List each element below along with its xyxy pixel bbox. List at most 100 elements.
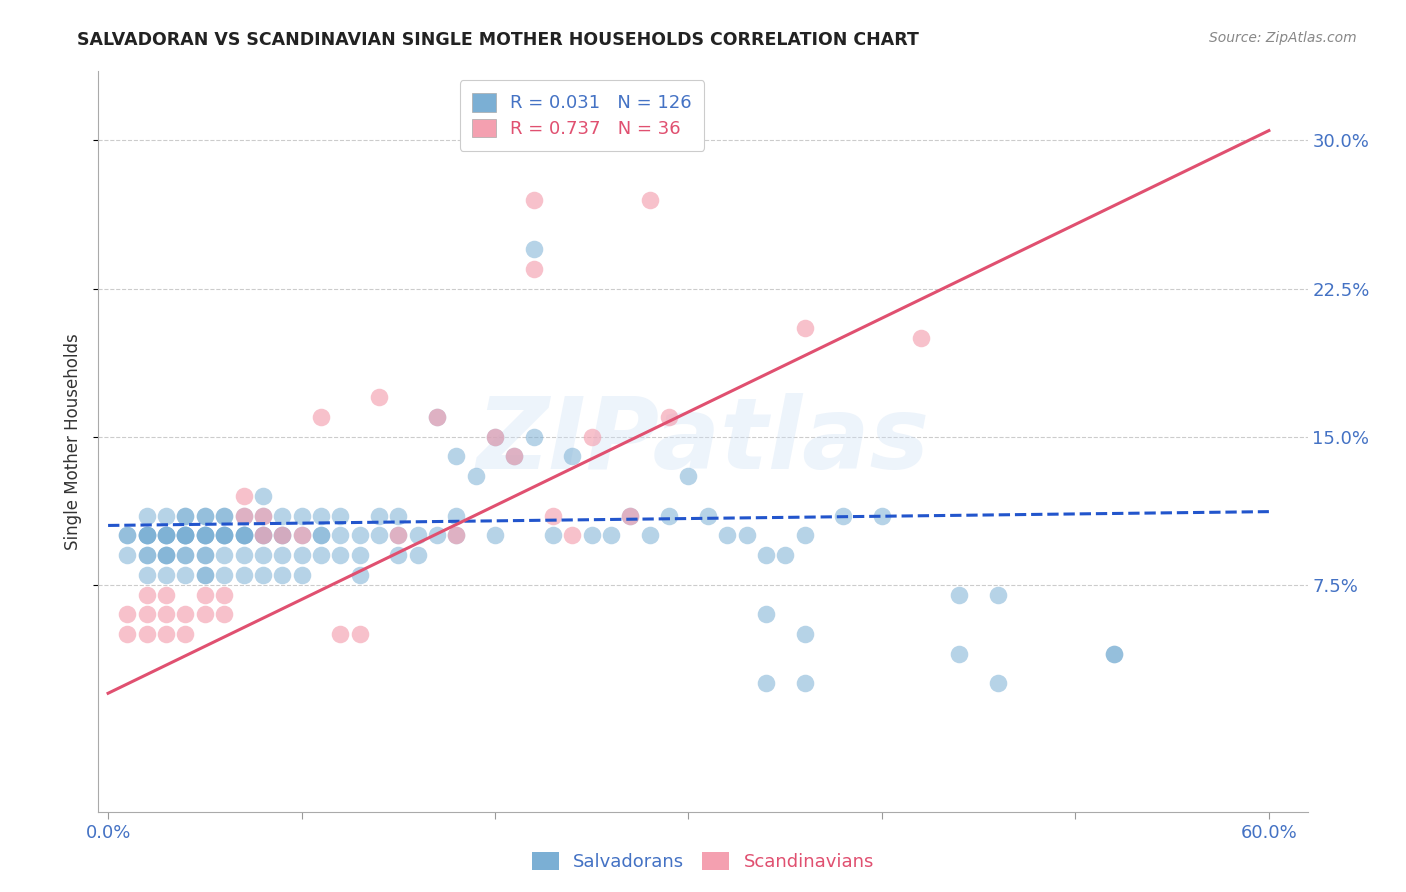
- Point: [174, 508, 197, 523]
- Point: [309, 528, 332, 542]
- Point: [212, 508, 235, 523]
- Point: [755, 548, 778, 562]
- Point: [155, 607, 177, 622]
- Point: [174, 607, 197, 622]
- Point: [174, 508, 197, 523]
- Point: [329, 508, 352, 523]
- Point: [329, 528, 352, 542]
- Point: [135, 508, 157, 523]
- Point: [406, 548, 429, 562]
- Point: [252, 508, 274, 523]
- Point: [174, 528, 197, 542]
- Point: [155, 528, 177, 542]
- Point: [309, 409, 332, 424]
- Point: [658, 508, 681, 523]
- Point: [135, 607, 157, 622]
- Point: [484, 429, 506, 443]
- Point: [194, 548, 217, 562]
- Point: [600, 528, 623, 542]
- Point: [678, 469, 700, 483]
- Point: [194, 567, 217, 582]
- Point: [271, 508, 294, 523]
- Point: [387, 508, 409, 523]
- Point: [406, 528, 429, 542]
- Point: [155, 588, 177, 602]
- Point: [349, 548, 371, 562]
- Point: [309, 528, 332, 542]
- Point: [446, 508, 468, 523]
- Point: [155, 528, 177, 542]
- Point: [446, 528, 468, 542]
- Point: [135, 588, 157, 602]
- Point: [212, 528, 235, 542]
- Point: [212, 588, 235, 602]
- Point: [987, 676, 1010, 690]
- Point: [232, 528, 254, 542]
- Point: [426, 409, 449, 424]
- Point: [309, 548, 332, 562]
- Point: [252, 489, 274, 503]
- Point: [581, 429, 603, 443]
- Point: [271, 528, 294, 542]
- Point: [155, 567, 177, 582]
- Point: [290, 528, 312, 542]
- Point: [716, 528, 738, 542]
- Point: [252, 567, 274, 582]
- Point: [252, 528, 274, 542]
- Point: [252, 548, 274, 562]
- Point: [232, 548, 254, 562]
- Point: [135, 528, 157, 542]
- Point: [349, 528, 371, 542]
- Point: [117, 548, 139, 562]
- Point: [174, 528, 197, 542]
- Point: [446, 528, 468, 542]
- Point: [174, 627, 197, 641]
- Point: [174, 528, 197, 542]
- Point: [174, 548, 197, 562]
- Point: [232, 489, 254, 503]
- Point: [271, 528, 294, 542]
- Point: [793, 676, 815, 690]
- Point: [135, 528, 157, 542]
- Point: [290, 548, 312, 562]
- Point: [212, 548, 235, 562]
- Point: [387, 528, 409, 542]
- Point: [368, 390, 391, 404]
- Point: [832, 508, 855, 523]
- Point: [194, 588, 217, 602]
- Point: [619, 508, 641, 523]
- Point: [658, 409, 681, 424]
- Point: [368, 508, 391, 523]
- Point: [194, 528, 217, 542]
- Point: [155, 548, 177, 562]
- Point: [117, 528, 139, 542]
- Point: [194, 508, 217, 523]
- Point: [135, 548, 157, 562]
- Point: [349, 627, 371, 641]
- Point: [541, 508, 564, 523]
- Point: [135, 528, 157, 542]
- Point: [290, 508, 312, 523]
- Point: [174, 567, 197, 582]
- Point: [696, 508, 718, 523]
- Point: [174, 528, 197, 542]
- Point: [484, 429, 506, 443]
- Point: [561, 450, 583, 464]
- Point: [523, 193, 546, 207]
- Point: [329, 627, 352, 641]
- Point: [619, 508, 641, 523]
- Point: [426, 528, 449, 542]
- Point: [135, 627, 157, 641]
- Point: [870, 508, 893, 523]
- Point: [1102, 647, 1125, 661]
- Point: [987, 588, 1010, 602]
- Point: [194, 508, 217, 523]
- Point: [523, 429, 546, 443]
- Point: [155, 548, 177, 562]
- Point: [387, 548, 409, 562]
- Point: [1102, 647, 1125, 661]
- Point: [523, 242, 546, 256]
- Point: [271, 548, 294, 562]
- Point: [135, 528, 157, 542]
- Point: [349, 567, 371, 582]
